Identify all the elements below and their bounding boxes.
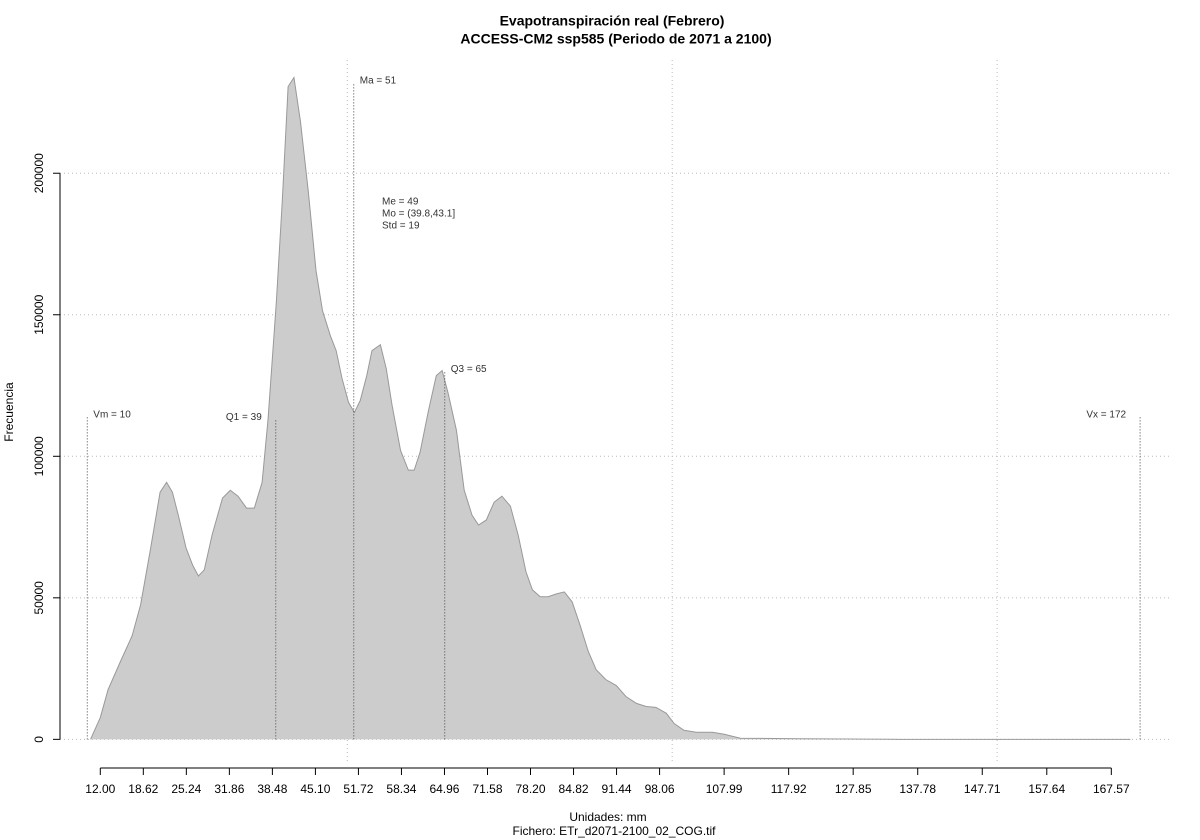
x-tick-label: 64.96 (429, 782, 459, 796)
x-tick-label: 71.58 (472, 782, 502, 796)
stat-label: Mo = (39.8,43.1] (382, 209, 455, 220)
x-tick-label: 51.72 (343, 782, 373, 796)
y-tick-label: 0 (32, 736, 46, 743)
x-tick-label: 91.44 (602, 782, 632, 796)
y-tick-label: 100000 (32, 436, 46, 476)
x-tick-label: 98.06 (645, 782, 675, 796)
y-axis-label: Frecuencia (2, 382, 16, 442)
area-line (90, 76, 1131, 740)
x-tick-label: 18.62 (128, 782, 158, 796)
x-tick-label: 25.24 (171, 782, 201, 796)
x-tick-label: 167.57 (1093, 782, 1130, 796)
x-tick-label: 127.85 (835, 782, 872, 796)
x-tick-label: 78.20 (515, 782, 545, 796)
area-fill (90, 77, 1131, 740)
annotation-label: Q3 = 65 (451, 364, 487, 375)
annotation-label: Ma = 51 (360, 75, 397, 86)
annotation-label: Q1 = 39 (226, 412, 262, 423)
caption: Fichero: ETr_d2071-2100_02_COG.tif (513, 824, 717, 838)
chart-subtitle: ACCESS-CM2 ssp585 (Periodo de 2071 a 210… (460, 31, 771, 47)
y-tick-label: 50000 (32, 581, 46, 615)
x-tick-label: 117.92 (771, 782, 807, 796)
x-axis-label: Unidades: mm (569, 810, 646, 824)
annotation-label: Vm = 10 (93, 409, 131, 420)
x-tick-label: 45.10 (300, 782, 330, 796)
y-tick-label: 150000 (32, 294, 46, 334)
annotation-label: Vx = 172 (1086, 409, 1126, 420)
x-tick-label: 38.48 (257, 782, 287, 796)
x-tick-label: 58.34 (386, 782, 416, 796)
y-tick-label: 200000 (32, 153, 46, 193)
x-tick-label: 147.71 (964, 782, 1001, 796)
chart-title: Evapotranspiración real (Febrero) (500, 13, 725, 29)
x-tick-label: 107.99 (706, 782, 743, 796)
x-tick-label: 12.00 (85, 782, 115, 796)
stat-label: Me = 49 (382, 197, 419, 208)
x-tick-label: 31.86 (214, 782, 244, 796)
x-tick-label: 157.64 (1028, 782, 1065, 796)
stat-label: Std = 19 (382, 221, 420, 232)
x-tick-label: 84.82 (559, 782, 589, 796)
x-tick-label: 137.78 (899, 782, 936, 796)
